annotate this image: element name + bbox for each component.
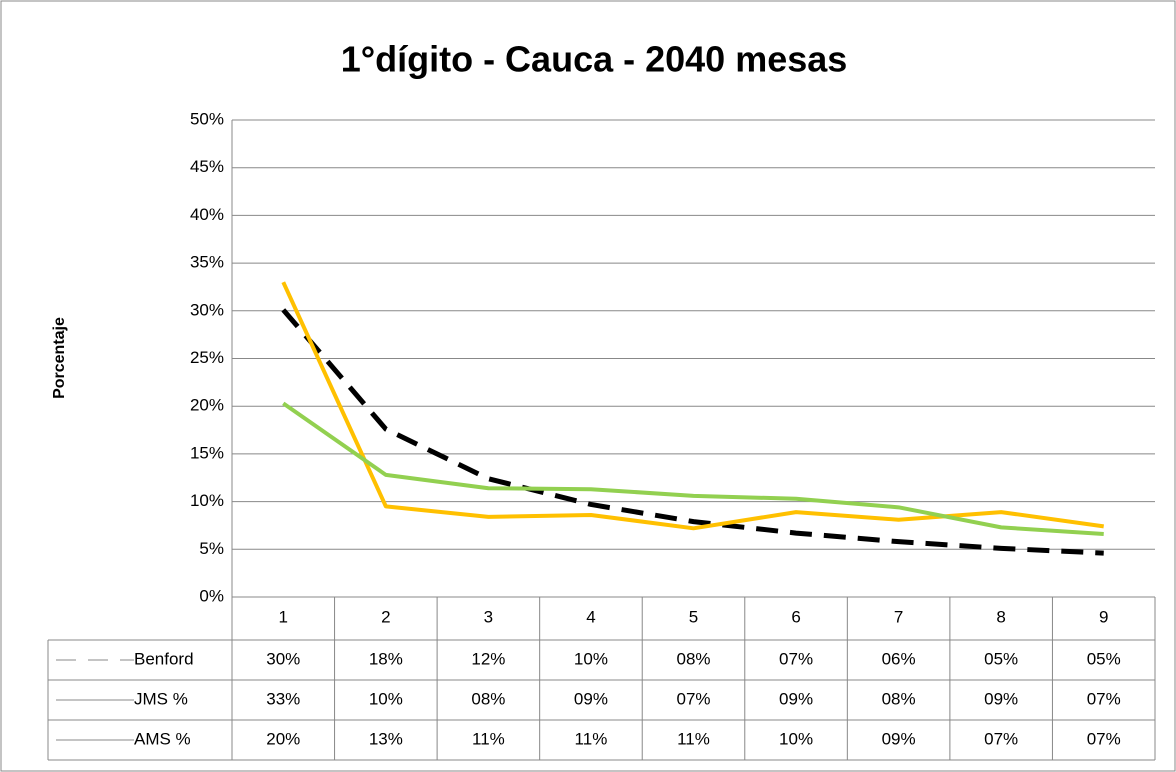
table-value: 09% [882, 729, 916, 748]
table-value: 09% [984, 689, 1018, 708]
table-value: 33% [266, 689, 300, 708]
table-value: 20% [266, 729, 300, 748]
x-tick-label: 7 [894, 607, 903, 626]
y-tick-label: 25% [190, 348, 224, 367]
table-value: 11% [472, 729, 505, 748]
table-value: 07% [984, 729, 1018, 748]
y-tick-label: 35% [190, 253, 224, 272]
table-value: 08% [676, 649, 710, 668]
table-value: 05% [1087, 649, 1121, 668]
x-tick-label: 9 [1099, 607, 1108, 626]
table-value: 11% [677, 729, 710, 748]
x-tick-label: 8 [996, 607, 1005, 626]
table-value: 05% [984, 649, 1018, 668]
table-value: 07% [1087, 729, 1121, 748]
x-tick-label: 6 [791, 607, 800, 626]
table-value: 09% [779, 689, 813, 708]
x-tick-label: 1 [279, 607, 288, 626]
table-value: 09% [574, 689, 608, 708]
table-value: 11% [575, 729, 608, 748]
x-tick-label: 4 [586, 607, 595, 626]
x-tick-label: 3 [484, 607, 493, 626]
table-value: 13% [369, 729, 403, 748]
y-tick-label: 50% [190, 109, 224, 128]
table-value: 07% [779, 649, 813, 668]
table-value: 30% [266, 649, 300, 668]
x-tick-label: 2 [381, 607, 390, 626]
y-tick-label: 0% [199, 586, 224, 605]
table-value: 07% [676, 689, 710, 708]
x-tick-label: 5 [689, 607, 698, 626]
table-value: 10% [574, 649, 608, 668]
series-line [281, 308, 1104, 556]
y-tick-label: 40% [190, 205, 224, 224]
table-value: 08% [471, 689, 505, 708]
legend-label: JMS % [134, 689, 188, 708]
table-value: 10% [369, 689, 403, 708]
y-tick-label: 20% [190, 396, 224, 415]
legend-label: AMS % [134, 729, 191, 748]
table-value: 06% [882, 649, 916, 668]
chart-title: 1°dígito - Cauca - 2040 mesas [341, 39, 848, 80]
table-value: 10% [779, 729, 813, 748]
y-tick-label: 10% [190, 491, 224, 510]
legend-label: Benford [134, 649, 194, 668]
y-tick-label: 5% [199, 539, 224, 558]
y-tick-label: 15% [190, 443, 224, 462]
y-tick-label: 45% [190, 157, 224, 176]
table-value: 08% [882, 689, 916, 708]
y-tick-label: 30% [190, 300, 224, 319]
series-line [282, 401, 1104, 537]
y-axis-label: Porcentaje [51, 317, 68, 399]
table-value: 12% [471, 649, 505, 668]
table-value: 18% [369, 649, 403, 668]
series-line [281, 281, 1104, 531]
table-value: 07% [1087, 689, 1121, 708]
